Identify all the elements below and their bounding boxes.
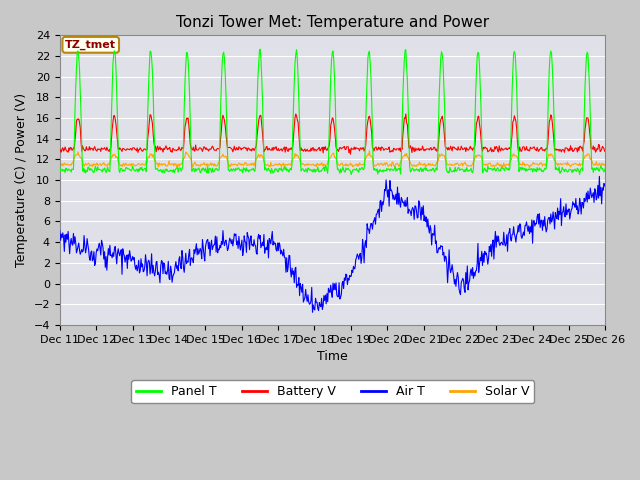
Y-axis label: Temperature (C) / Power (V): Temperature (C) / Power (V)	[15, 93, 28, 267]
Title: Tonzi Tower Met: Temperature and Power: Tonzi Tower Met: Temperature and Power	[176, 15, 489, 30]
Legend: Panel T, Battery V, Air T, Solar V: Panel T, Battery V, Air T, Solar V	[131, 380, 534, 403]
Text: TZ_tmet: TZ_tmet	[65, 40, 116, 50]
X-axis label: Time: Time	[317, 350, 348, 363]
